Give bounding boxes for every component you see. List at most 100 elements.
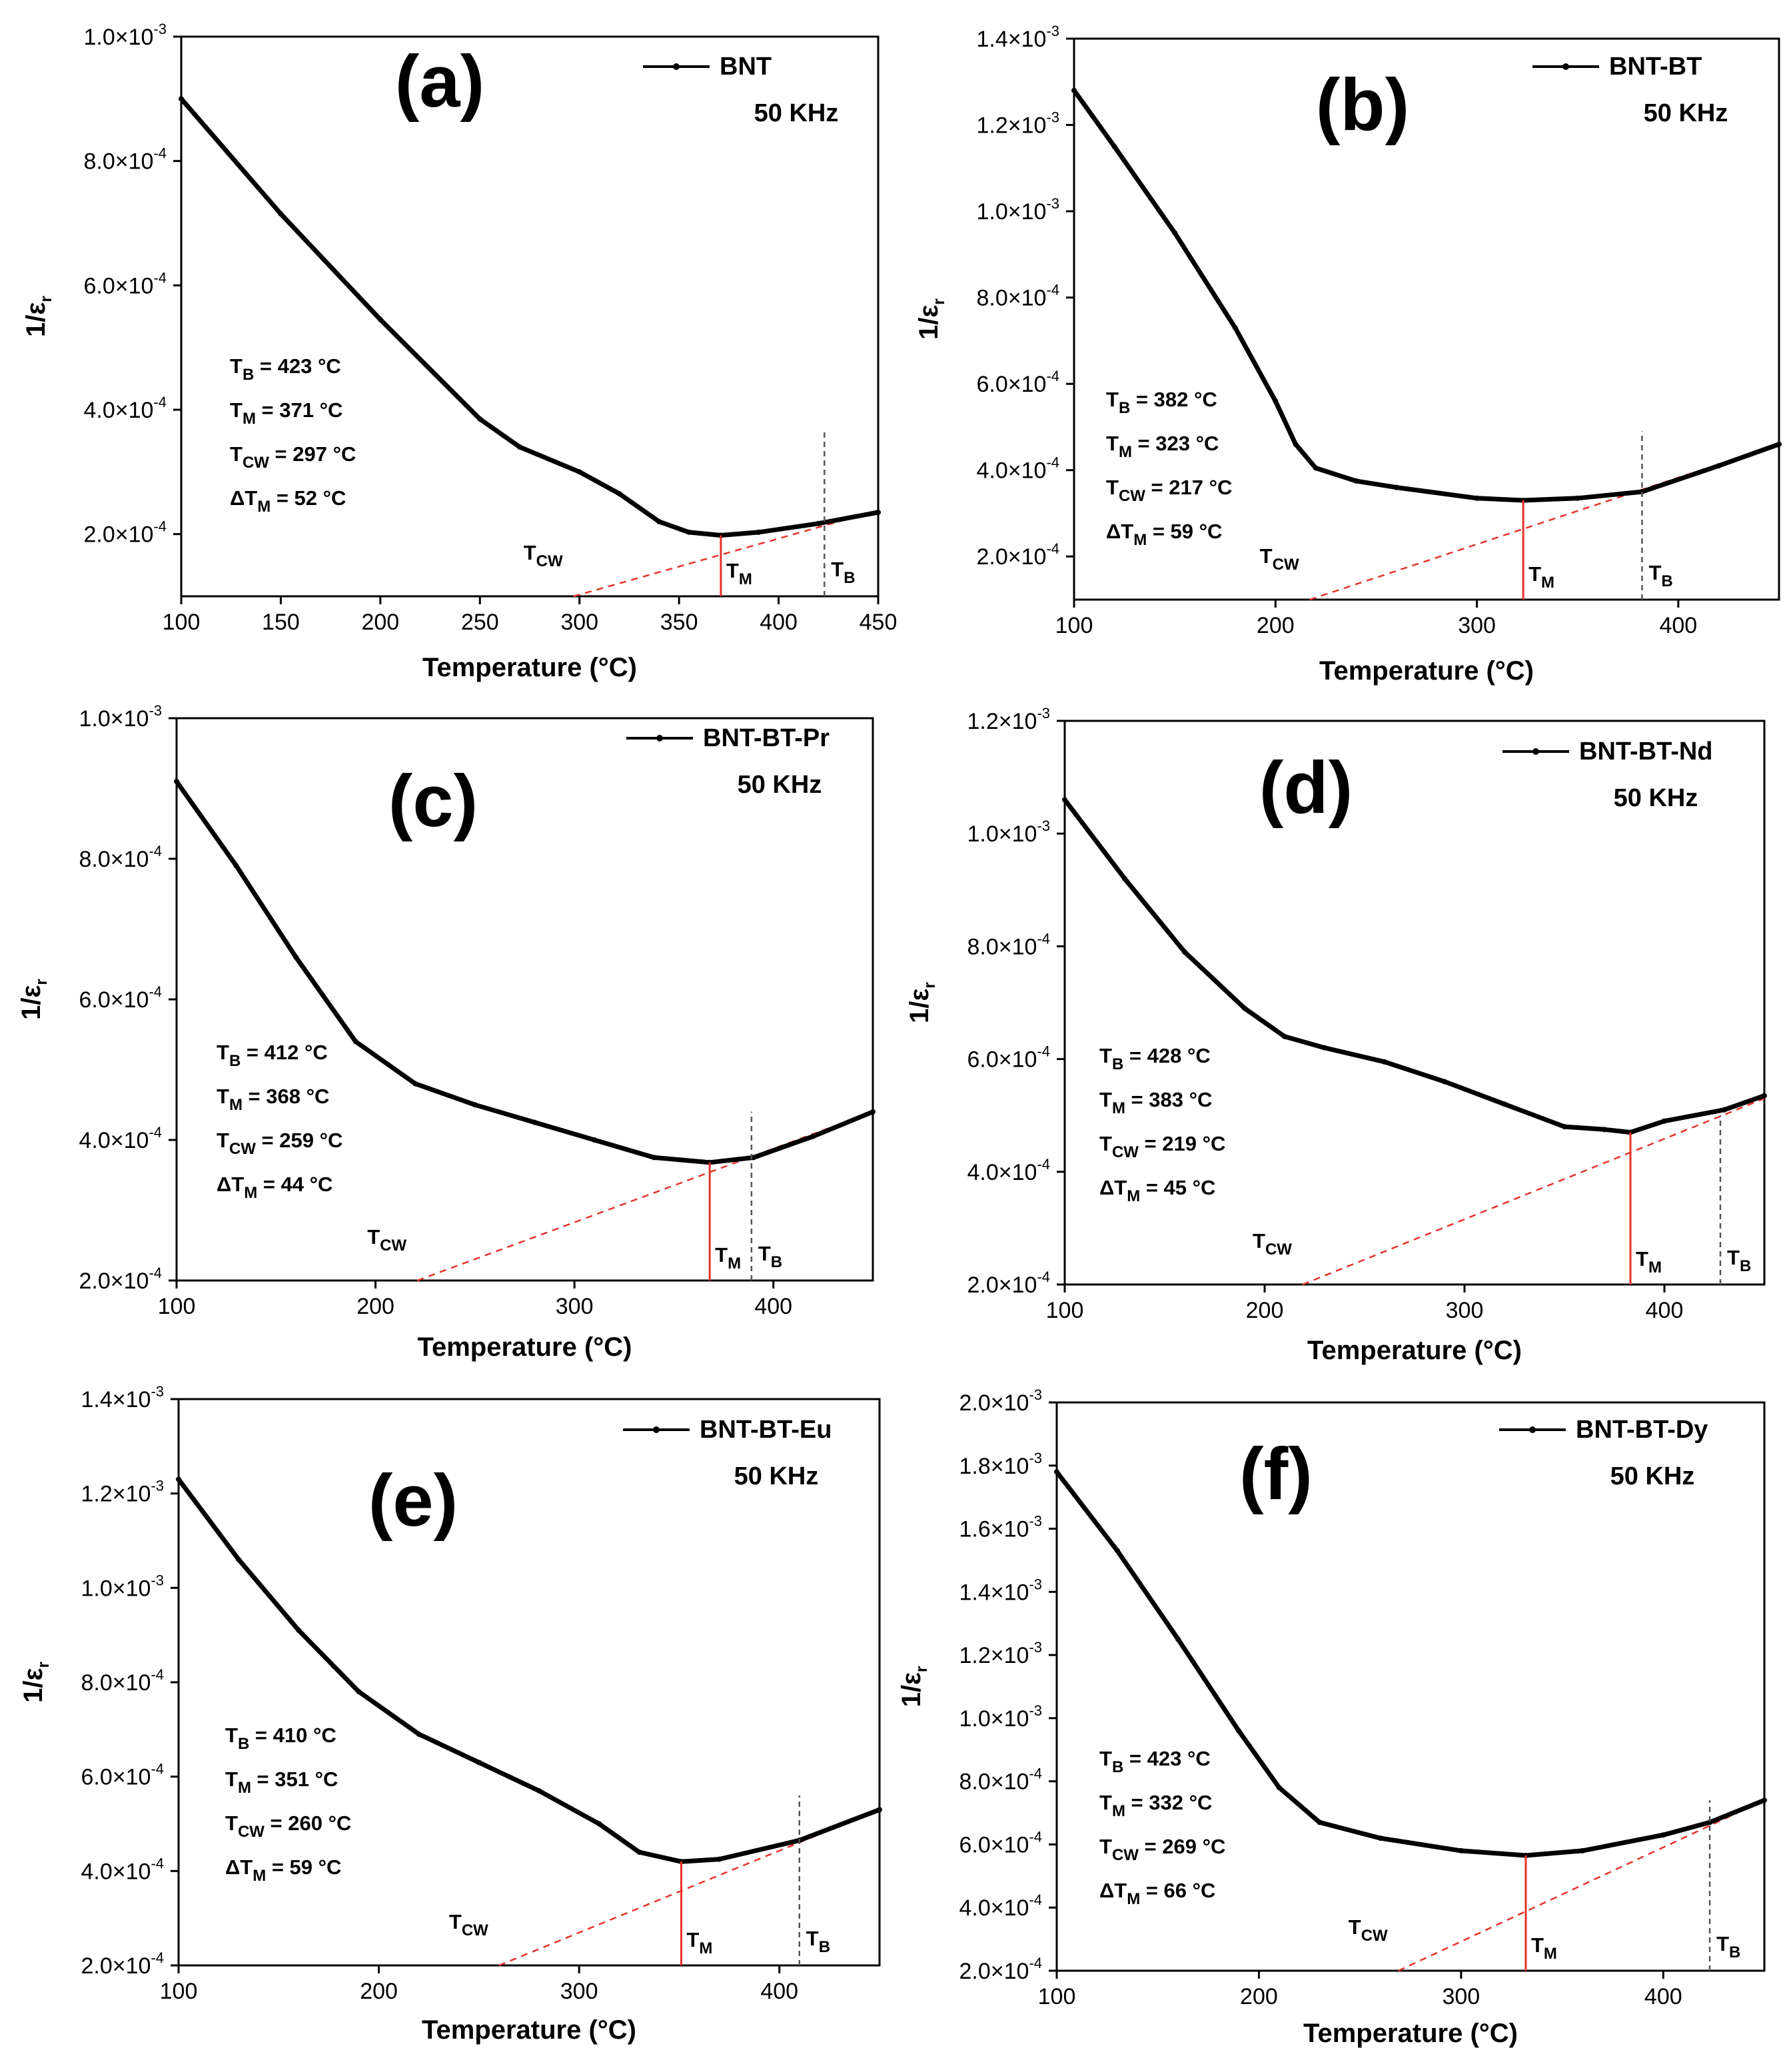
data-point (1232, 324, 1238, 330)
y-axis-title: 1/εr (914, 298, 948, 340)
data-point (1172, 230, 1178, 236)
y-tick-label: 4.0×10-4 (959, 1891, 1042, 1921)
data-point (412, 1081, 418, 1087)
y-tick-label: 1.2×10-3 (81, 1478, 164, 1507)
y-tick-label: 1.0×10-3 (83, 21, 167, 50)
data-point (1762, 1093, 1767, 1099)
param-line: TM = 351 °C (225, 1768, 338, 1797)
x-axis-title: Temperature (°C) (1319, 656, 1534, 686)
y-tick-label: 2.0×10-4 (79, 1265, 162, 1294)
plot-frame (1073, 37, 1780, 601)
x-tick-label: 100 (1046, 1298, 1084, 1323)
y-tick-label: 2.0×10-4 (959, 1955, 1042, 1984)
legend-label: BNT-BT (1609, 53, 1702, 81)
chart-panel-b: 100 200 300 400 2.0×10-4 4.0×10-4 6.0×10-4 8.0×… (914, 23, 1782, 686)
data-point (278, 211, 284, 217)
data-point (1442, 1079, 1447, 1085)
data-point (616, 491, 622, 496)
data-point (1574, 495, 1580, 501)
data-point (1382, 1059, 1387, 1065)
data-point (476, 1760, 482, 1766)
data-point (517, 444, 523, 450)
data-point (686, 529, 692, 535)
data-point (636, 1849, 642, 1855)
data-point (1562, 1124, 1567, 1130)
data-point (1054, 1469, 1059, 1475)
y-tick-label: 1.2×10-3 (959, 1639, 1042, 1668)
legend-marker (1529, 1426, 1536, 1433)
plot-frame (175, 717, 874, 1282)
legend-label: BNT-BT-Nd (1579, 738, 1713, 766)
y-tick-label: 1.2×10-3 (967, 705, 1050, 734)
data-point (1776, 441, 1782, 447)
curie-weiss-fit-line (1398, 1799, 1765, 1972)
y-tick-label: 6.0×10-4 (959, 1828, 1042, 1857)
tcw-label: TCW (1349, 1915, 1388, 1945)
frequency-label: 50 KHz (754, 99, 839, 127)
data-point (1317, 1819, 1323, 1825)
tm-label: TM (715, 1243, 741, 1273)
data-point (816, 520, 822, 526)
param-line: TCW = 219 °C (1099, 1132, 1225, 1161)
x-tick-label: 300 (1442, 1984, 1480, 2009)
data-point (532, 1119, 538, 1125)
y-tick-label: 1.0×10-3 (79, 702, 162, 732)
param-line: TM = 371 °C (230, 398, 342, 428)
data-point (1293, 441, 1299, 447)
curie-weiss-fit-line (498, 1809, 880, 1967)
data-point (174, 778, 179, 784)
x-axis-title: Temperature (°C) (1303, 2019, 1518, 2048)
data-point (477, 416, 483, 422)
data-point (1502, 1101, 1507, 1107)
plot-frame (1063, 720, 1766, 1286)
chart-panel-a: 100 150 200 250 300 350 400 450 2.0×10-4 4.0×10-4… (21, 21, 897, 682)
param-line: ΔTM = 66 °C (1099, 1879, 1215, 1908)
y-tick-label: 6.0×10-4 (976, 368, 1059, 397)
x-tick-label: 300 (560, 1979, 598, 2004)
param-line: TB = 423 °C (230, 354, 341, 384)
y-tick-label: 8.0×10-4 (81, 1666, 164, 1696)
y-tick-label: 2.0×10-4 (83, 518, 167, 548)
data-point (810, 1133, 816, 1139)
data-point (876, 510, 881, 515)
param-line: ΔTM = 44 °C (217, 1173, 332, 1202)
x-tick-label: 300 (560, 610, 598, 635)
y-tick-label: 1.0×10-3 (81, 1572, 164, 1601)
tm-label: TM (726, 559, 752, 588)
data-point (596, 1821, 602, 1827)
y-tick-label: 4.0×10-4 (79, 1124, 162, 1153)
frequency-label: 50 KHz (1644, 99, 1728, 127)
data-point (1115, 1548, 1121, 1554)
data-point (1722, 1107, 1727, 1113)
data-point (576, 469, 582, 475)
chart-panel-c: 100 200 300 400 2.0×10-4 4.0×10-4 6.0×10-4 8.0×… (17, 702, 876, 1362)
frequency-label: 50 KHz (1610, 1462, 1695, 1490)
tb-label: TB (1727, 1246, 1751, 1275)
tcw-label: TCW (367, 1225, 406, 1255)
tb-label: TB (1716, 1932, 1740, 1961)
legend-marker (673, 63, 680, 70)
panel-letter: (d) (1259, 747, 1353, 829)
data-point (1474, 495, 1480, 501)
tm-label: TM (1636, 1247, 1662, 1277)
panel-letter: (e) (368, 1460, 458, 1542)
data-point (1062, 797, 1067, 803)
frequency-label: 50 KHz (738, 771, 822, 799)
data-point (377, 316, 383, 322)
x-tick-label: 200 (1240, 1984, 1278, 2009)
y-tick-label: 1.4×10-3 (959, 1576, 1042, 1605)
data-point (1273, 398, 1279, 404)
chart-panel-e: 100 200 300 400 2.0×10-4 4.0×10-4 6.0×10-4 8.0×… (19, 1383, 882, 2045)
y-tick-label: 1.4×10-3 (976, 23, 1059, 52)
y-tick-label: 1.8×10-3 (959, 1450, 1042, 1479)
x-tick-label: 100 (158, 1294, 196, 1319)
param-line: TM = 383 °C (1099, 1088, 1212, 1117)
x-tick-label: 200 (360, 1979, 398, 2004)
x-tick-label: 300 (1446, 1298, 1484, 1323)
data-point (1393, 484, 1399, 490)
y-tick-label: 6.0×10-4 (79, 983, 162, 1013)
tb-label: TB (1648, 561, 1672, 590)
x-tick-label: 200 (1257, 613, 1295, 638)
x-tick-label: 100 (163, 610, 201, 635)
y-tick-label: 6.0×10-4 (81, 1761, 164, 1790)
